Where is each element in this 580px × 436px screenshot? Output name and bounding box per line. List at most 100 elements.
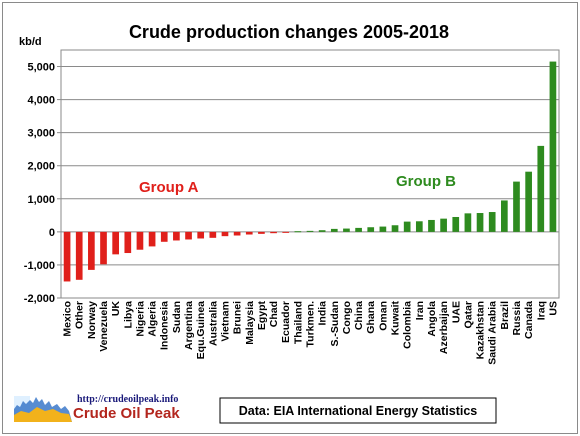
category-label: Canada bbox=[523, 301, 535, 339]
category-label: Norway bbox=[86, 301, 98, 339]
bar-other bbox=[75, 231, 83, 280]
category-label: UK bbox=[110, 301, 122, 317]
category-label: Algeria bbox=[147, 301, 159, 337]
category-label: Kazakhstan bbox=[475, 301, 487, 359]
bar-kuwait bbox=[391, 225, 399, 232]
bar-turkmen- bbox=[306, 230, 314, 232]
bar-libya bbox=[124, 231, 132, 254]
category-label: Libya bbox=[122, 301, 134, 329]
category-label: US bbox=[547, 301, 559, 316]
bar-thailand bbox=[294, 231, 302, 233]
category-label: Kuwait bbox=[390, 301, 402, 336]
category-label: China bbox=[353, 301, 365, 330]
y-tick-label: 0 bbox=[49, 227, 55, 239]
category-label: Chad bbox=[268, 301, 280, 327]
bar-chart: Crude production changes 2005-2018 kb/d … bbox=[14, 22, 560, 424]
category-label: Qatar bbox=[462, 301, 474, 328]
bar-mexico bbox=[63, 231, 71, 282]
bar-angola bbox=[428, 219, 435, 232]
logo-url: http://crudeoilpeak.info bbox=[77, 394, 178, 405]
category-label: Indonesia bbox=[159, 301, 171, 350]
bar-canada bbox=[525, 171, 532, 232]
category-label: Thailand bbox=[292, 301, 304, 344]
y-tick-label: 5,000 bbox=[27, 62, 55, 74]
bar-iran bbox=[415, 221, 423, 232]
bar-india bbox=[318, 230, 326, 232]
bar-uae bbox=[452, 216, 460, 232]
category-label: Argentina bbox=[183, 301, 195, 350]
category-label: Malaysia bbox=[244, 301, 256, 345]
bar-brunei bbox=[233, 231, 241, 236]
category-label: Brazil bbox=[499, 301, 511, 330]
source-note: Data: EIA International Energy Statistic… bbox=[239, 404, 478, 418]
bar-uk bbox=[112, 231, 119, 255]
category-label: Ecuador bbox=[280, 301, 292, 343]
bar-ghana bbox=[367, 227, 375, 232]
y-tick-label: 4,000 bbox=[27, 95, 55, 107]
category-label: Iran bbox=[414, 301, 426, 320]
category-label: Mexico bbox=[62, 301, 74, 337]
bars bbox=[63, 61, 557, 282]
chart-title: Crude production changes 2005-2018 bbox=[129, 22, 449, 42]
y-tick-label: 1,000 bbox=[27, 194, 55, 206]
category-label: UAE bbox=[450, 301, 462, 323]
bar-china bbox=[355, 227, 362, 232]
bar-equ-guinea bbox=[197, 231, 205, 239]
group-b-label: Group B bbox=[396, 173, 456, 190]
bar-qatar bbox=[464, 213, 472, 232]
crude-oil-peak-logo: http://crudeoilpeak.info Crude Oil Peak bbox=[14, 394, 180, 422]
category-label: Saudi Arabia bbox=[487, 301, 499, 365]
category-label: Egypt bbox=[256, 301, 268, 331]
logo-chart-fill bbox=[14, 407, 72, 422]
y-tick-label: 3,000 bbox=[27, 128, 55, 140]
category-label: Venezuela bbox=[98, 301, 110, 352]
category-label: Other bbox=[74, 301, 86, 329]
category-label: India bbox=[317, 301, 329, 326]
y-tick-label: 2,000 bbox=[27, 161, 55, 173]
category-labels: Mexico Other Norway Venezuela UK Libya Nigeria… bbox=[62, 301, 560, 365]
category-label: S.-Sudan bbox=[329, 301, 341, 347]
category-label: Colombia bbox=[402, 301, 414, 349]
source-box bbox=[219, 397, 497, 424]
bar-ecuador bbox=[282, 231, 290, 233]
bar-brazil bbox=[501, 200, 508, 232]
category-label: Equ.Guinea bbox=[195, 301, 207, 360]
y-axis-label: kb/d bbox=[19, 36, 42, 48]
bar-saudi-arabia bbox=[488, 212, 496, 232]
bar-malaysia bbox=[245, 231, 253, 235]
bar-oman bbox=[379, 226, 387, 232]
bar-algeria bbox=[148, 231, 156, 247]
bar-australia bbox=[209, 231, 217, 238]
bar-vietnam bbox=[221, 231, 229, 237]
category-label: Oman bbox=[377, 301, 389, 331]
category-label: Iraq bbox=[535, 301, 547, 320]
bar-congo bbox=[343, 228, 350, 232]
y-tick-labels: -2,000 -1,000 0 1,000 2,000 3,000 4,000 5,000 bbox=[24, 62, 55, 305]
logo-name: Crude Oil Peak bbox=[73, 405, 180, 422]
category-label: Azerbaijan bbox=[438, 301, 450, 354]
bar-indonesia bbox=[160, 231, 168, 242]
y-tick-label: -1,000 bbox=[24, 260, 55, 272]
category-label: Congo bbox=[341, 301, 353, 334]
bar-colombia bbox=[403, 221, 411, 232]
bar-us bbox=[549, 61, 557, 232]
gridlines bbox=[57, 66, 559, 299]
bar-argentina bbox=[185, 231, 192, 240]
category-label: Sudan bbox=[171, 301, 183, 333]
bar-nigeria bbox=[136, 231, 144, 250]
bar-azerbaijan bbox=[440, 218, 447, 232]
category-label: Turkmen. bbox=[305, 301, 317, 348]
plot-area-border bbox=[60, 49, 560, 299]
bar-venezuela bbox=[100, 231, 107, 265]
bar-kazakhstan bbox=[476, 213, 484, 232]
bar-egypt bbox=[258, 231, 265, 234]
bar-s-sudan bbox=[330, 228, 338, 232]
category-label: Vietnam bbox=[219, 301, 231, 342]
bar-norway bbox=[88, 231, 95, 270]
category-label: Nigeria bbox=[134, 301, 146, 337]
category-label: Australia bbox=[207, 301, 219, 346]
category-label: Brunei bbox=[232, 301, 244, 334]
y-tick-label: -2,000 bbox=[24, 293, 55, 305]
bar-russia bbox=[513, 181, 520, 232]
